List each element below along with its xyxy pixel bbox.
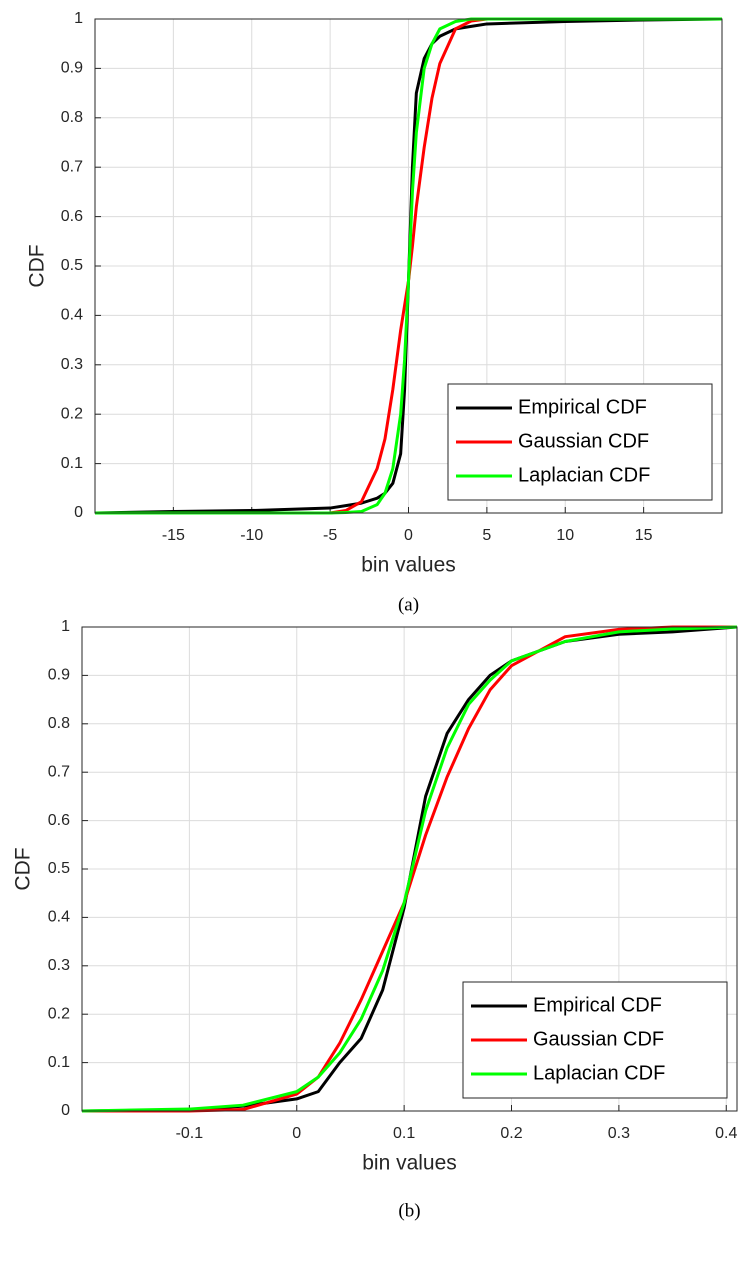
y-axis-label: CDF <box>12 847 35 890</box>
x-tick-label: 10 <box>556 527 574 544</box>
x-tick-label: 0 <box>404 527 413 544</box>
y-tick-label: 0.1 <box>48 1054 70 1071</box>
y-tick-label: 0.8 <box>61 109 83 126</box>
y-tick-label: 0.9 <box>61 60 83 77</box>
x-tick-label: -10 <box>240 527 263 544</box>
x-tick-label: 0.4 <box>715 1125 737 1142</box>
x-tick-label: -15 <box>162 527 185 544</box>
legend: Empirical CDF Gaussian CDF Laplacian CDF <box>462 981 728 1099</box>
x-tick-label: 0 <box>292 1125 301 1142</box>
caption: (a) <box>398 594 419 615</box>
chart: -15 -10 -5 0 5 10 15 0 0.1 0.2 0.3 0.4 0.5 0.6 0.7 0.8 0… <box>26 10 723 615</box>
legend-label: Gaussian CDF <box>518 430 649 452</box>
legend: Empirical CDF Gaussian CDF Laplacian CDF <box>447 383 713 501</box>
y-tick-label: 0.5 <box>61 257 83 274</box>
y-tick-label: 0 <box>74 504 83 521</box>
x-tick-label: -5 <box>323 527 337 544</box>
y-tick-label: 0.3 <box>48 957 70 974</box>
chart: -0.1 0 0.1 0.2 0.3 0.4 0 0.1 0.2 0.3 0.4 0.5 0.6 0.7 0… <box>12 618 738 1221</box>
y-tick-label: 0 <box>61 1102 70 1119</box>
legend-label: Laplacian CDF <box>533 1062 665 1084</box>
y-tick-label: 0.2 <box>48 1005 70 1022</box>
legend-label: Empirical CDF <box>518 396 647 418</box>
y-tick-label: 0.6 <box>48 812 70 829</box>
series-line <box>82 625 737 1113</box>
y-tick-label: 0.4 <box>48 909 70 926</box>
x-tick-label: 5 <box>482 527 491 544</box>
caption: (b) <box>398 1200 420 1221</box>
y-tick-label: 1 <box>61 618 70 635</box>
y-tick-label: 0.9 <box>48 667 70 684</box>
y-tick-label: 0.6 <box>61 208 83 225</box>
x-axis-label: bin values <box>361 554 456 577</box>
axes-box <box>94 18 723 514</box>
y-tick-label: 0.8 <box>48 715 70 732</box>
series-line <box>82 625 737 1113</box>
axes-box <box>81 626 738 1112</box>
y-tick-label: 1 <box>74 10 83 27</box>
y-tick-label: 0.1 <box>61 455 83 472</box>
x-tick-label: 0.2 <box>500 1125 522 1142</box>
x-axis-label: bin values <box>362 1152 457 1175</box>
y-tick-label: 0.5 <box>48 860 70 877</box>
legend-label: Laplacian CDF <box>518 464 650 486</box>
x-tick-label: -0.1 <box>176 1125 204 1142</box>
x-tick-label: 15 <box>635 527 653 544</box>
y-tick-label: 0.4 <box>61 307 83 324</box>
x-tick-label: 0.3 <box>608 1125 630 1142</box>
legend-label: Empirical CDF <box>533 994 662 1016</box>
y-tick-label: 0.2 <box>61 405 83 422</box>
legend-label: Gaussian CDF <box>533 1028 664 1050</box>
y-axis-label: CDF <box>26 244 49 287</box>
x-tick-label: 0.1 <box>393 1125 415 1142</box>
y-tick-label: 0.3 <box>61 356 83 373</box>
y-tick-label: 0.7 <box>61 158 83 175</box>
y-tick-label: 0.7 <box>48 763 70 780</box>
